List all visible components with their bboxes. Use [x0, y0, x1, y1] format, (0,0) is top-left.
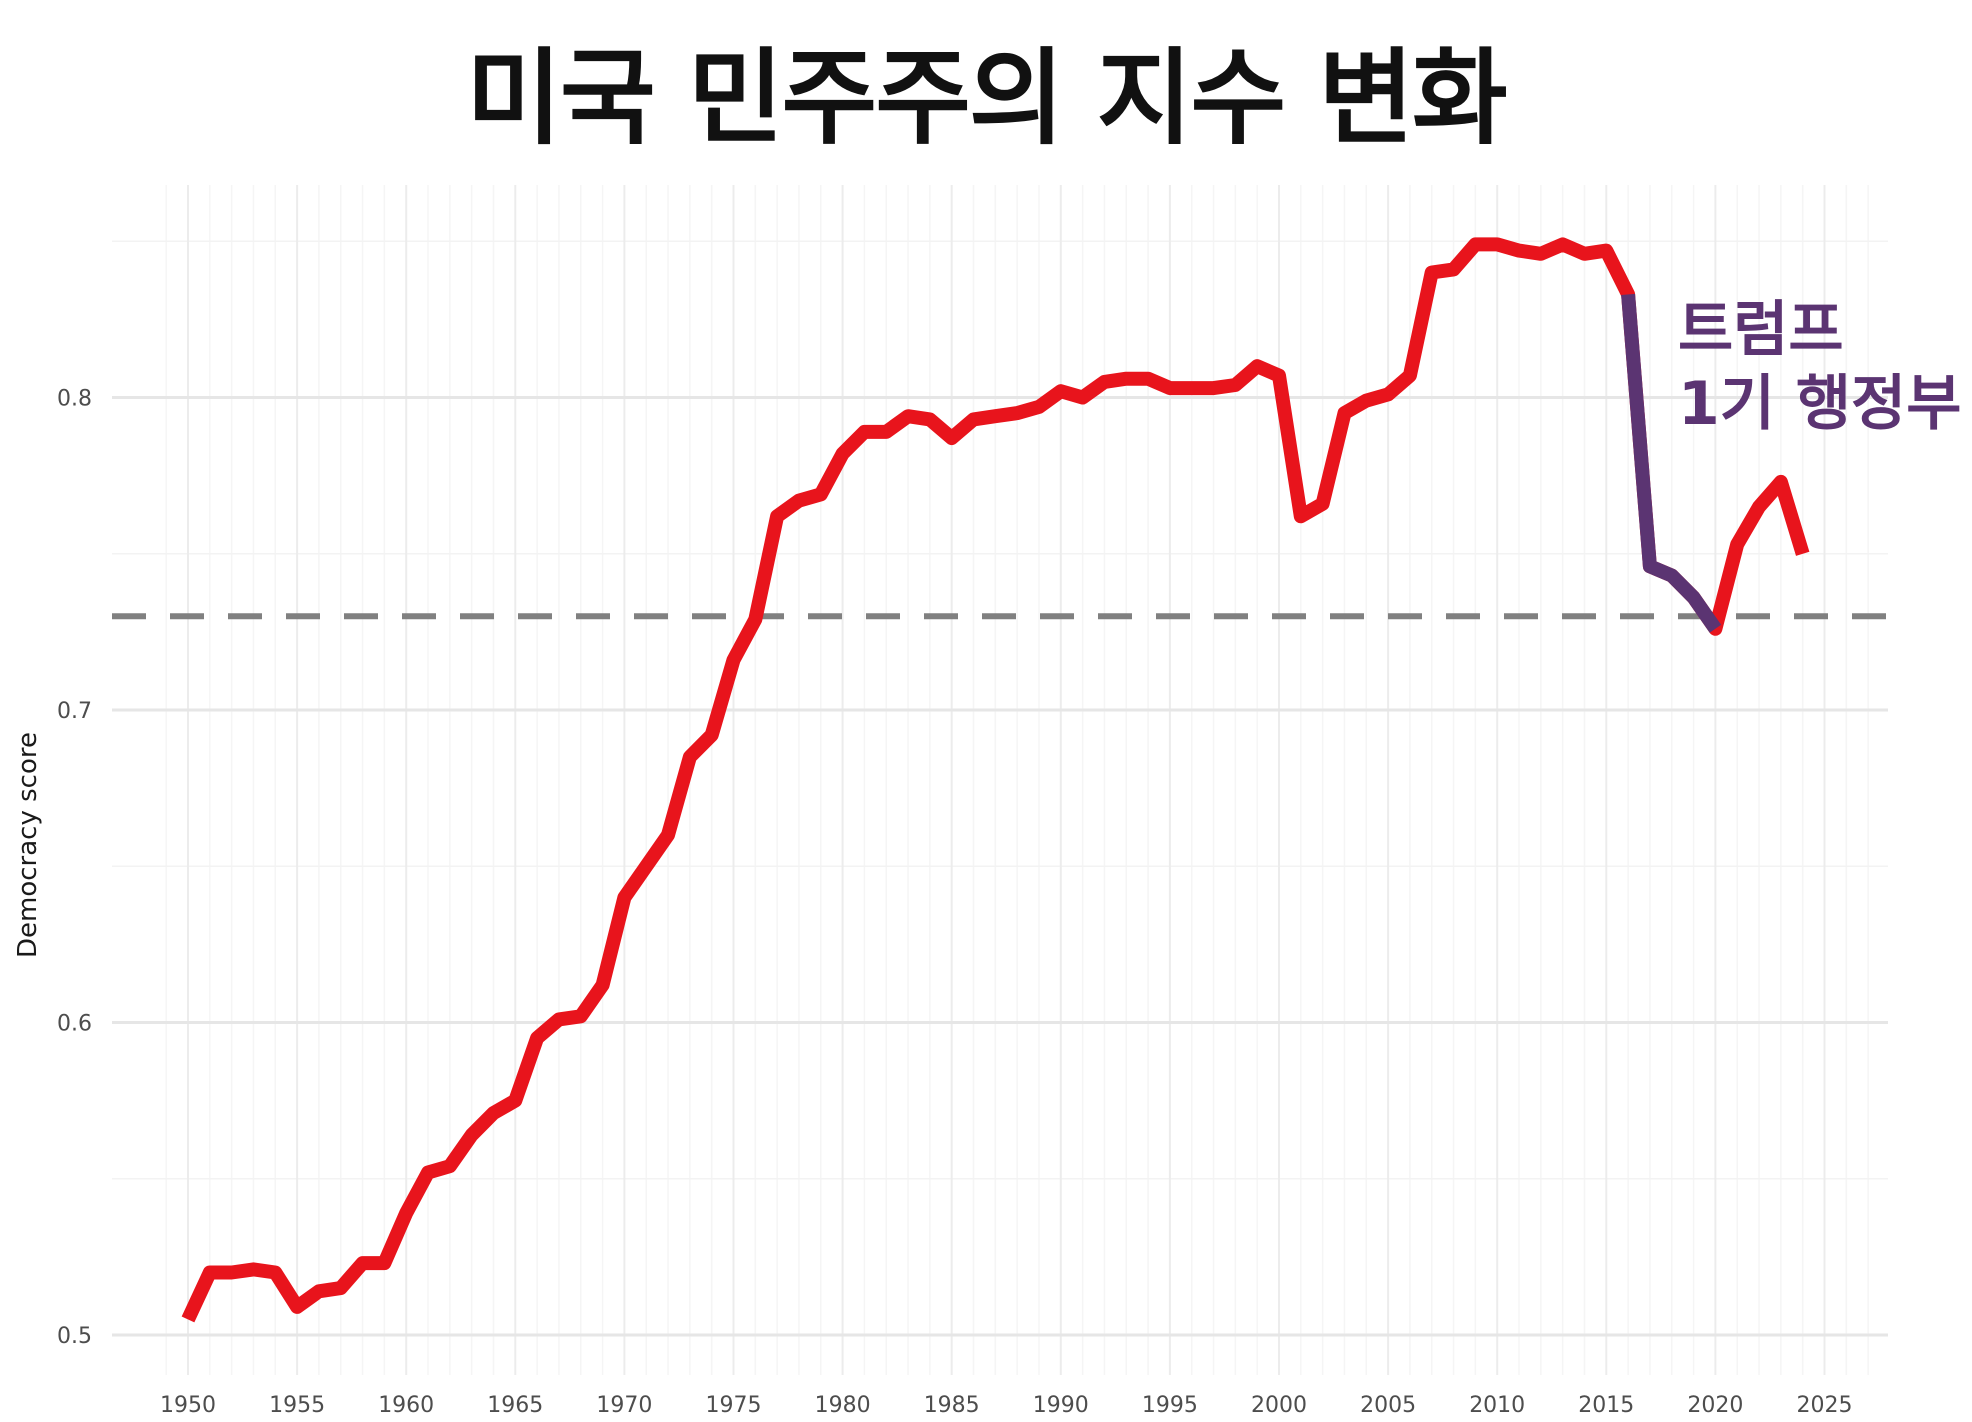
grid-minor — [112, 185, 1888, 1375]
grid-major — [112, 185, 1888, 1375]
x-tick-label: 2015 — [1578, 1393, 1634, 1418]
y-tick-label: 0.5 — [57, 1324, 92, 1349]
x-tick-label: 1980 — [815, 1393, 871, 1418]
annotation-label: 트럼프 — [1678, 295, 1844, 365]
x-tick-label: 1950 — [160, 1393, 216, 1418]
chart-title: 미국 민주주의 지수 변화 — [466, 37, 1507, 159]
series-line-trump-first-term — [1621, 293, 1722, 633]
x-tick-label: 1955 — [269, 1393, 325, 1418]
y-tick-label: 0.7 — [57, 699, 92, 724]
y-axis-title: Democracy score — [13, 732, 43, 958]
series-line-democracy-score — [181, 237, 1810, 1323]
y-axis-ticks: 0.5 0.6 0.7 0.8 — [57, 387, 92, 1350]
x-tick-label: 1995 — [1142, 1393, 1198, 1418]
annotation-label: 1기 행정부 — [1678, 369, 1961, 439]
x-tick-label: 2005 — [1360, 1393, 1416, 1418]
x-tick-label: 2000 — [1251, 1393, 1307, 1418]
x-axis-ticks: 1950 1955 1960 1965 1970 1975 1980 1985 1990 1995… — [160, 1393, 1853, 1418]
x-tick-label: 1970 — [596, 1393, 652, 1418]
x-tick-label: 2010 — [1469, 1393, 1525, 1418]
x-tick-label: 1975 — [706, 1393, 762, 1418]
x-tick-label: 1965 — [487, 1393, 543, 1418]
x-tick-label: 1985 — [924, 1393, 980, 1418]
x-tick-label: 2020 — [1687, 1393, 1743, 1418]
x-tick-label: 2025 — [1797, 1393, 1853, 1418]
x-tick-label: 1960 — [378, 1393, 434, 1418]
y-tick-label: 0.8 — [57, 387, 92, 412]
series-layer — [181, 237, 1810, 1323]
x-tick-label: 1990 — [1033, 1393, 1089, 1418]
y-tick-label: 0.6 — [57, 1012, 92, 1037]
